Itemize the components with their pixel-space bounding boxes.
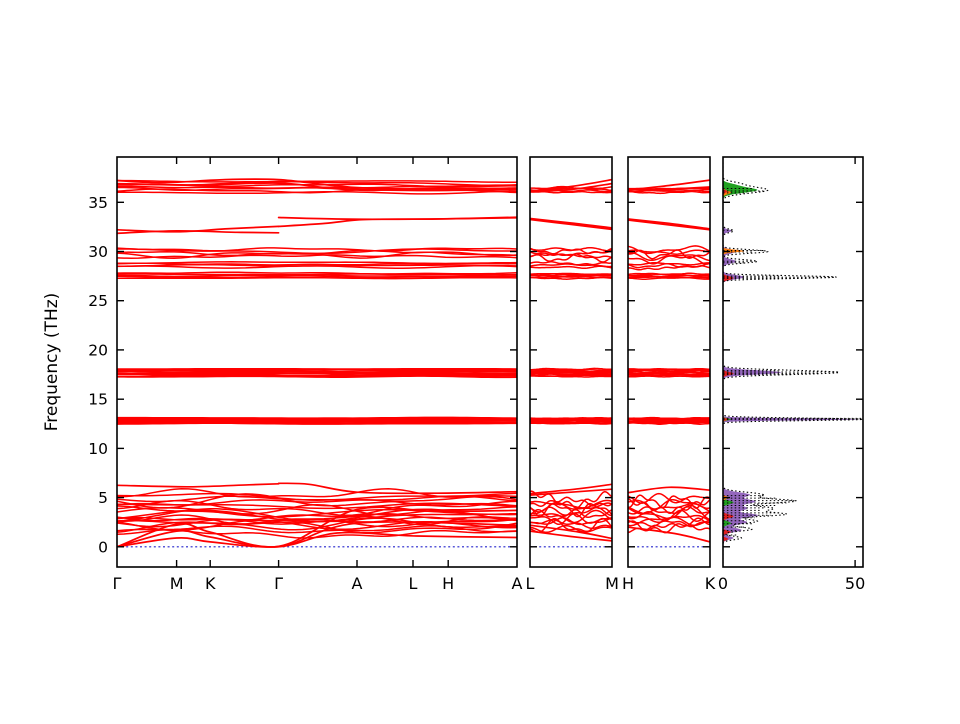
phonon-band-line: [530, 418, 612, 419]
y-tick-label: 20: [88, 341, 108, 359]
k-point-label: K: [205, 574, 216, 593]
phonon-band-line: [279, 483, 517, 493]
phonon-band-line: [117, 272, 517, 274]
k-point-label: Γ: [113, 574, 122, 593]
phonon-band-line: [530, 274, 612, 275]
phonon-band-line: [628, 273, 710, 274]
y-tick-label: 30: [88, 243, 108, 261]
phonon-band-line: [628, 220, 710, 230]
y-tick-label: 0: [98, 538, 108, 556]
k-point-label: H: [442, 574, 454, 593]
phonon-band-line: [530, 248, 612, 251]
phonon-band-line: [628, 487, 710, 492]
phonon-band-line: [117, 484, 279, 487]
phonon-band-line: [530, 266, 612, 268]
k-point-label: M: [605, 574, 619, 593]
dos-curves-layer: [723, 157, 863, 567]
y-tick-label: 5: [98, 489, 108, 507]
k-point-label: M: [170, 574, 184, 593]
phonon-band-line: [530, 220, 612, 230]
band-lines-layer: [530, 180, 612, 547]
k-point-label: L: [526, 574, 535, 593]
dos-x-tick-label: 0: [718, 574, 728, 593]
dos-x-tick-label: 50: [845, 574, 865, 593]
phonon-band-line: [117, 417, 517, 418]
phonon-band-line: [628, 418, 710, 419]
phonon-band-line: [628, 256, 710, 264]
y-tick-label: 25: [88, 292, 108, 310]
phonon-band-line: [117, 533, 517, 548]
k-point-label: L: [409, 574, 418, 593]
k-point-label: A: [512, 574, 523, 593]
y-tick-label: 15: [88, 391, 108, 409]
y-tick-label: 10: [88, 440, 108, 458]
band-lines-layer: [628, 180, 710, 547]
y-tick-label: 35: [88, 194, 108, 212]
phonon-band-line: [530, 219, 612, 228]
phonon-band-line: [628, 219, 710, 229]
phonon-band-line: [117, 278, 517, 279]
band-lines-layer: [117, 179, 517, 547]
k-point-label: A: [352, 574, 363, 593]
y-axis-title: Frequency (THz): [42, 293, 62, 432]
dos-panel: 0 50: [718, 157, 865, 593]
k-point-label: Γ: [274, 574, 283, 593]
panel-border: [628, 157, 710, 567]
k-point-label: H: [622, 574, 634, 593]
k-point-label: K: [705, 574, 716, 593]
phonon-band-line: [117, 262, 517, 264]
phonon-band-line: [628, 369, 710, 370]
